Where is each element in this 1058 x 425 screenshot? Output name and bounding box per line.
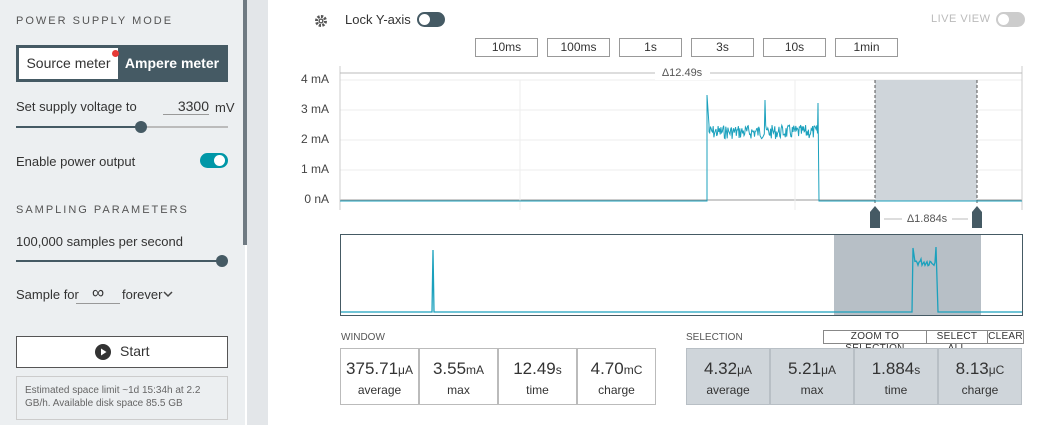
plot: 4 mA 3 mA 2 mA 1 mA 0 nA Δ12.49s Δ1.884s bbox=[301, 66, 1023, 316]
heading: SAMPLING PARAMETERS bbox=[16, 204, 189, 216]
toggle-knob bbox=[998, 14, 1009, 25]
window-button[interactable]: 10s bbox=[763, 38, 826, 57]
stat-label: max bbox=[447, 383, 470, 397]
stat-value: 12.49s bbox=[499, 359, 576, 379]
current-trace bbox=[340, 94, 1022, 202]
heading: SELECTION bbox=[686, 332, 743, 343]
stat-label: charge bbox=[598, 383, 635, 397]
minimap-selection bbox=[834, 235, 981, 315]
span-bg bbox=[655, 66, 710, 80]
y-tick-label: 0 nA bbox=[304, 192, 329, 206]
stat-box: 375.71μA average bbox=[340, 348, 419, 405]
live-label: LIVE VIEW bbox=[931, 13, 991, 25]
stat-box: 5.21μA max bbox=[770, 348, 854, 405]
chevron bbox=[163, 291, 173, 298]
value: 8.13 bbox=[955, 359, 989, 378]
slider-knob[interactable] bbox=[135, 121, 147, 133]
stat-value: 4.32μA bbox=[687, 359, 769, 379]
selection-span: Δ1.884s bbox=[907, 213, 948, 225]
toggle-knob bbox=[419, 14, 430, 25]
lock-label: Lock Y-axis bbox=[345, 12, 411, 27]
stat-box: 12.49s time bbox=[498, 348, 577, 405]
settings-icon[interactable] bbox=[314, 14, 328, 28]
stat-value: 4.70mC bbox=[578, 359, 655, 379]
label: Set supply voltage to bbox=[16, 99, 137, 114]
y-tick-label: 2 mA bbox=[301, 132, 329, 146]
heading: POWER SUPPLY MODE bbox=[16, 15, 174, 27]
stat-box: 3.55mA max bbox=[419, 348, 498, 405]
unit: mA bbox=[466, 363, 485, 377]
value: 1.884 bbox=[871, 359, 915, 378]
unit: s bbox=[914, 363, 921, 377]
heading: WINDOW bbox=[341, 332, 385, 343]
label: Enable power output bbox=[16, 154, 136, 169]
selection-button[interactable]: ZOOM TO SELECTION bbox=[823, 330, 927, 354]
selection-handle[interactable] bbox=[972, 206, 982, 228]
start-button[interactable] bbox=[16, 336, 228, 368]
slider-fill bbox=[16, 126, 141, 128]
indicator-dot bbox=[112, 50, 119, 57]
stat-label: average bbox=[706, 383, 750, 397]
y-tick-label: 3 mA bbox=[301, 102, 329, 116]
unit: μC bbox=[988, 363, 1005, 377]
minimap-trace bbox=[341, 246, 1022, 313]
value: 4.70 bbox=[590, 359, 624, 378]
toggle-knob bbox=[214, 155, 225, 166]
play-icon bbox=[95, 344, 111, 360]
stat-box: 4.70mC charge bbox=[577, 348, 656, 405]
span-bg bbox=[902, 212, 952, 226]
slider-track[interactable] bbox=[16, 260, 222, 262]
scrollbar[interactable] bbox=[243, 0, 247, 245]
unit: mV bbox=[215, 100, 235, 115]
stat-label: time bbox=[884, 383, 908, 397]
value: 12.49 bbox=[513, 359, 556, 378]
window-button[interactable]: 100ms bbox=[547, 38, 610, 57]
stat-box: 1.884s time bbox=[854, 348, 938, 405]
window-button[interactable]: 1s bbox=[619, 38, 682, 57]
stat-value: 8.13μC bbox=[939, 359, 1021, 379]
stat-value: 3.55mA bbox=[420, 359, 497, 379]
window-button[interactable]: 3s bbox=[691, 38, 754, 57]
y-tick-label: 4 mA bbox=[301, 72, 329, 86]
voltage-input[interactable]: 3300 bbox=[163, 98, 209, 115]
stat-label: charge bbox=[961, 383, 999, 397]
stat-label: average bbox=[357, 383, 402, 397]
stat-value: 5.21μA bbox=[771, 359, 853, 379]
divider bbox=[247, 0, 268, 425]
unit: μA bbox=[821, 363, 836, 377]
unit: μA bbox=[398, 363, 413, 377]
stat-label: max bbox=[800, 383, 824, 397]
value: 375.71 bbox=[346, 359, 399, 378]
value: 4.32 bbox=[703, 359, 738, 378]
mode-option[interactable]: Ampere meter bbox=[124, 55, 220, 71]
slider-knob[interactable] bbox=[216, 255, 228, 267]
selection-button[interactable]: SELECT ALL bbox=[926, 330, 988, 354]
window-button[interactable]: 10ms bbox=[475, 38, 538, 57]
value: 5.21 bbox=[787, 359, 822, 378]
label: 100,000 samples per second bbox=[16, 234, 183, 249]
selection-area[interactable] bbox=[875, 80, 977, 201]
duration-input[interactable]: ∞ bbox=[76, 283, 120, 304]
window-span: Δ12.49s bbox=[662, 67, 703, 79]
stat-value: 1.884s bbox=[855, 359, 937, 379]
unit: s bbox=[555, 363, 562, 377]
window-button[interactable]: 1min bbox=[835, 38, 898, 57]
unit: μA bbox=[737, 363, 752, 377]
selection-button[interactable]: CLEAR bbox=[987, 330, 1024, 344]
info-box: Estimated space limit ~1d 15:34h at 2.2 … bbox=[16, 376, 228, 420]
unit: mC bbox=[623, 363, 643, 377]
label: Sample for bbox=[16, 287, 79, 302]
stat-box: 8.13μC charge bbox=[938, 348, 1022, 405]
duration-unit[interactable]: forever bbox=[122, 287, 163, 302]
selection-handle[interactable] bbox=[870, 206, 880, 228]
stat-box: 4.32μA average bbox=[686, 348, 770, 405]
start-label: Start bbox=[120, 343, 150, 359]
value: 3.55 bbox=[432, 359, 467, 378]
stat-value: 375.71μA bbox=[341, 359, 418, 379]
stat-label: time bbox=[526, 383, 549, 397]
mode-option[interactable]: Source meter bbox=[19, 48, 118, 79]
y-tick-label: 1 mA bbox=[301, 162, 329, 176]
